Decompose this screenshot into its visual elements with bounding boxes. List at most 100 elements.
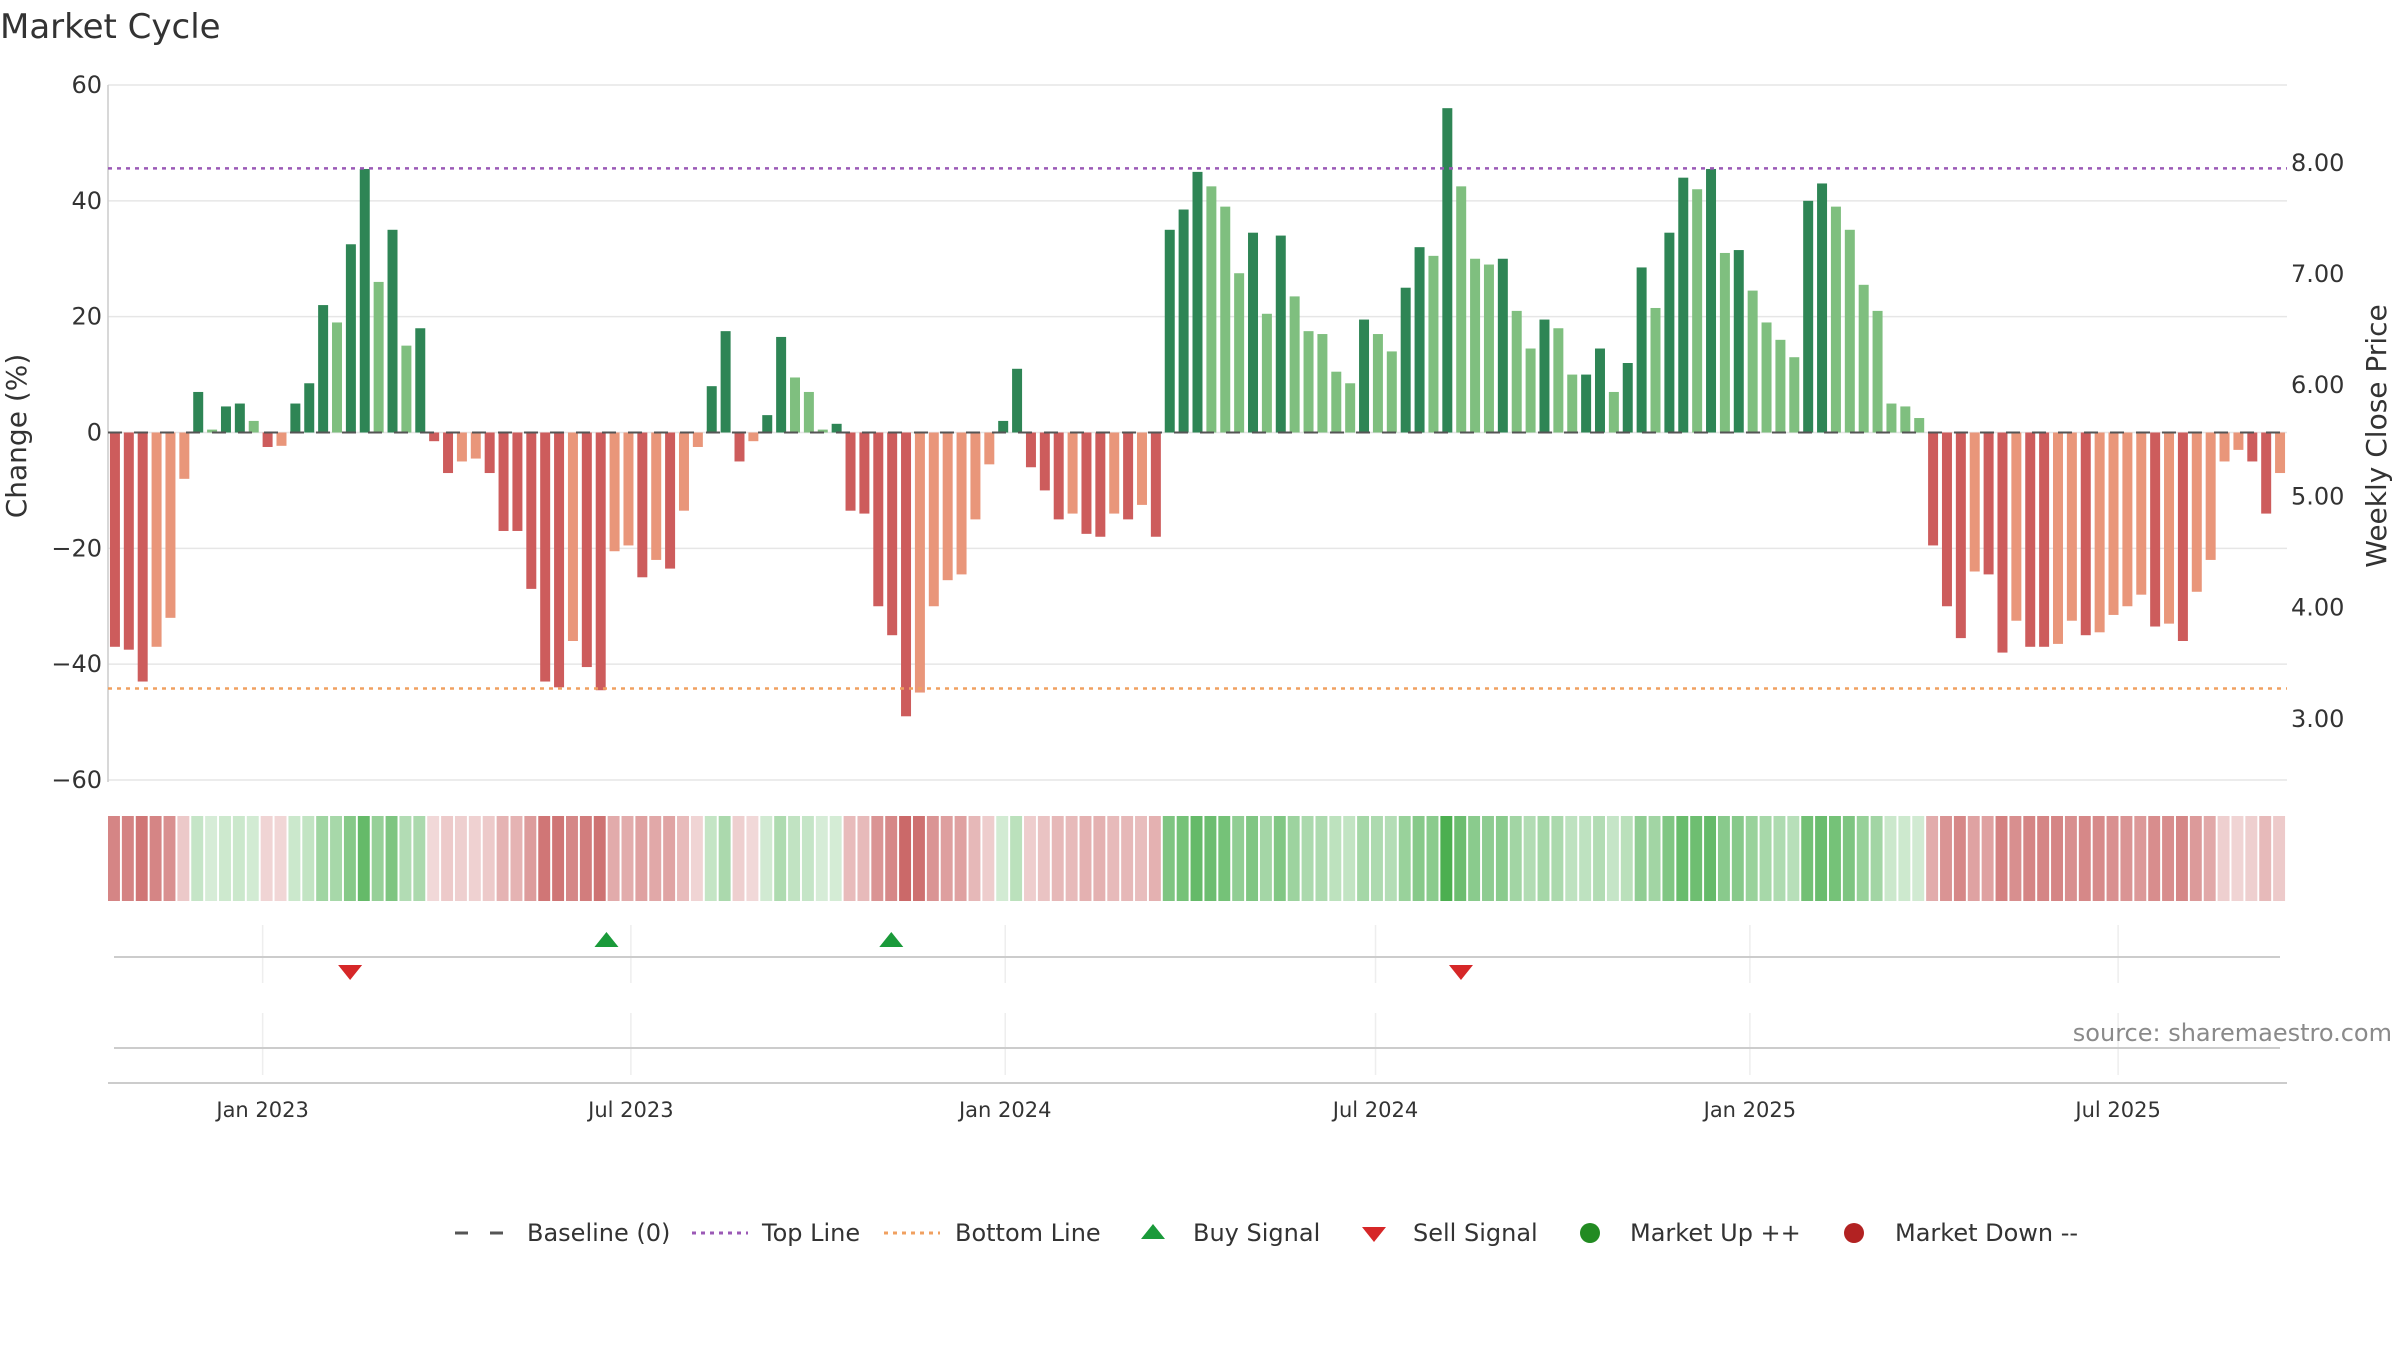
heat-cell — [1967, 816, 1980, 901]
y-axis-left: 60 40 20 0 −20 −40 −60 — [51, 71, 102, 794]
heat-cell — [496, 816, 509, 901]
y-axis-title: Change (%) — [0, 354, 33, 519]
change-bar — [942, 432, 953, 581]
change-bar — [1220, 206, 1231, 433]
heat-cell — [1731, 816, 1744, 901]
heat-cell — [843, 816, 856, 901]
y2-tick-label: 5.00 — [2291, 482, 2344, 510]
heat-cell — [1842, 816, 1855, 901]
change-bar — [262, 432, 273, 447]
heat-cell — [1926, 816, 1939, 901]
change-bar — [776, 336, 787, 433]
heat-cell — [1010, 816, 1023, 901]
change-bar — [2122, 432, 2133, 607]
change-bar — [845, 432, 856, 511]
heat-cell — [621, 816, 634, 901]
heat-cell — [2245, 816, 2258, 901]
heat-cell — [1759, 816, 1772, 901]
change-bar — [1941, 432, 1952, 607]
change-bar — [1331, 371, 1342, 433]
change-bar — [1858, 284, 1869, 433]
change-bar — [1775, 339, 1786, 433]
heat-cell — [2106, 816, 2119, 901]
heat-cell — [871, 816, 884, 901]
change-bar — [109, 432, 120, 647]
change-bar — [234, 403, 245, 433]
change-bar — [1983, 432, 1994, 575]
change-bar — [1414, 247, 1425, 433]
change-bar — [2233, 432, 2244, 450]
heat-cell — [1287, 816, 1300, 901]
legend-sell-label: Sell Signal — [1413, 1219, 1538, 1247]
heat-cell — [2092, 816, 2105, 901]
change-bar — [1692, 189, 1703, 433]
heat-cell — [552, 816, 565, 901]
heat-cell — [232, 816, 245, 901]
change-bar — [1525, 348, 1536, 433]
heat-cell — [2009, 816, 2022, 901]
x-tick-label: Jan 2024 — [957, 1098, 1052, 1122]
heat-cell — [2120, 816, 2133, 901]
heat-cell — [982, 816, 995, 901]
change-bar — [706, 386, 717, 433]
change-bar — [1372, 334, 1383, 433]
change-bar — [1733, 250, 1744, 433]
reference-lines — [108, 167, 2287, 690]
change-bar — [970, 432, 981, 520]
heat-cell — [885, 816, 898, 901]
price-panel — [114, 1013, 2280, 1075]
change-bar — [2053, 432, 2063, 644]
legend-market-down-dot-icon — [1844, 1223, 1864, 1243]
change-bar — [1012, 368, 1023, 433]
change-bar — [1636, 267, 1647, 433]
heat-cell — [1107, 816, 1120, 901]
heat-cell — [1273, 816, 1286, 901]
change-bar — [748, 432, 759, 442]
buy-signal-marker — [594, 932, 619, 947]
heat-cell — [2273, 816, 2286, 901]
heat-cell — [1343, 816, 1356, 901]
heat-cell — [649, 816, 662, 901]
heat-cell — [1398, 816, 1411, 901]
change-bar — [1886, 403, 1897, 433]
y-tick-label: −40 — [51, 650, 102, 678]
change-bar — [859, 432, 870, 514]
heat-cell — [1676, 816, 1689, 901]
change-bar — [2150, 432, 2161, 627]
heat-cell — [149, 816, 162, 901]
heat-cell — [219, 816, 231, 901]
heat-cell — [274, 816, 287, 901]
change-bar — [1109, 432, 1120, 514]
change-bar — [1428, 255, 1439, 433]
heat-cell — [441, 816, 454, 901]
change-bar — [720, 331, 731, 433]
heat-cell — [510, 816, 523, 901]
heat-cell — [538, 816, 551, 901]
change-bar — [1178, 209, 1189, 433]
change-bar — [1955, 432, 1966, 639]
heat-cell — [1315, 816, 1328, 901]
change-bar — [1497, 258, 1508, 433]
x-axis: Jan 2023 Jul 2023 Jan 2024 Jul 2024 Jan 2025… — [108, 1082, 2287, 1122]
y2-tick-label: 4.00 — [2291, 594, 2344, 622]
change-bar — [1456, 186, 1467, 433]
change-bar — [692, 432, 703, 447]
heat-cell — [482, 816, 495, 901]
sell-signal-marker — [338, 965, 363, 980]
heat-cell — [593, 816, 606, 901]
heat-cell — [566, 816, 578, 901]
y2-tick-label: 7.00 — [2291, 260, 2344, 288]
change-bar — [1303, 331, 1314, 433]
heat-cell — [1468, 816, 1481, 901]
change-bar — [998, 420, 1009, 433]
change-bar — [665, 432, 676, 569]
y-tick-label: 60 — [71, 71, 102, 99]
change-bar — [1803, 200, 1814, 433]
change-bar — [429, 432, 440, 442]
y2-tick-label: 6.00 — [2291, 371, 2344, 399]
change-bar — [1095, 432, 1106, 537]
change-bar — [1317, 334, 1328, 433]
heat-cell — [1190, 816, 1203, 901]
heat-cell — [246, 816, 259, 901]
change-bar — [2080, 432, 2091, 636]
